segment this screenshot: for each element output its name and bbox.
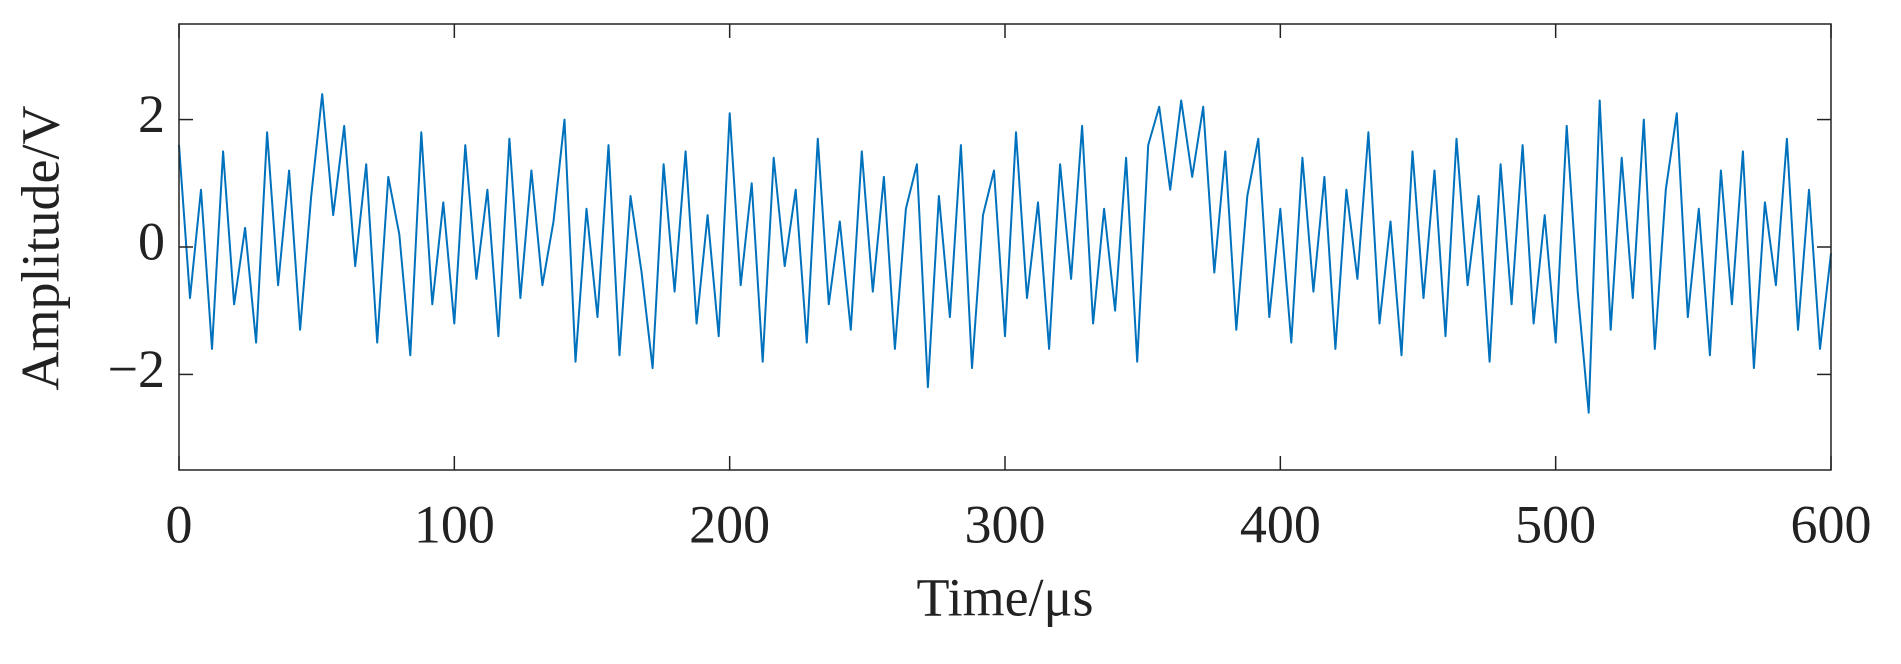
x-tick-label: 300	[965, 494, 1046, 554]
y-tick-label: 0	[138, 211, 165, 271]
y-axis-label: Amplitude/V	[10, 106, 70, 391]
x-tick-label: 500	[1515, 494, 1596, 554]
x-tick-label: 200	[689, 494, 770, 554]
y-tick-label: 2	[138, 84, 165, 144]
x-tick-label: 100	[414, 494, 495, 554]
x-tick-label: 600	[1791, 494, 1872, 554]
x-tick-label: 400	[1240, 494, 1321, 554]
signal-line	[178, 93, 1832, 414]
x-tick-label: 0	[166, 494, 193, 554]
x-axis-label: Time/μs	[916, 567, 1093, 627]
plot-frame	[178, 23, 1832, 471]
y-tick-label: −2	[108, 339, 165, 399]
